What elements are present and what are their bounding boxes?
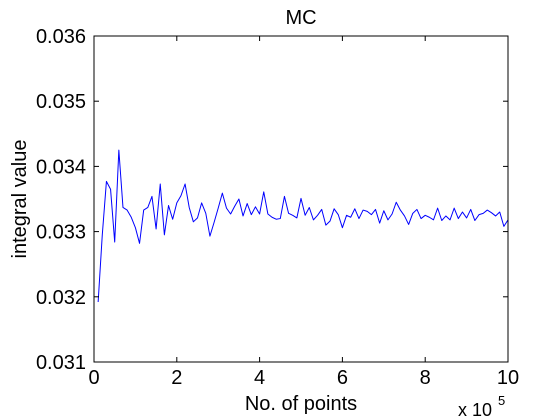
plot-frame: [93, 35, 509, 363]
x-tick-label: 8: [420, 367, 431, 389]
y-tick-label: 0.035: [36, 91, 86, 113]
tick-marks: [93, 35, 509, 363]
x-tick-label: 4: [254, 367, 265, 389]
x-tick-label: 10: [497, 367, 519, 389]
y-axis-title: integral value: [9, 140, 31, 259]
x-axis-title: No. of points: [245, 393, 357, 415]
y-tick-label: 0.033: [36, 222, 86, 244]
tick-labels: 0 2 4 6 8 10 0.031 0.032 0.033 0.034 0.035 0.036: [36, 26, 519, 389]
y-tick-label: 0.034: [36, 156, 86, 178]
series-line: [97, 149, 509, 303]
x-tick-label: 2: [171, 367, 182, 389]
y-tick-label: 0.031: [36, 352, 86, 374]
x-tick-label: 6: [337, 367, 348, 389]
x-axis-multiplier: x 10: [458, 400, 492, 420]
x-tick-label: 0: [88, 367, 99, 389]
chart-title: MC: [285, 7, 316, 29]
plot-area: [97, 149, 509, 303]
x-axis-multiplier-exponent: 5: [498, 393, 505, 408]
y-tick-label: 0.032: [36, 287, 86, 309]
y-tick-label: 0.036: [36, 26, 86, 48]
